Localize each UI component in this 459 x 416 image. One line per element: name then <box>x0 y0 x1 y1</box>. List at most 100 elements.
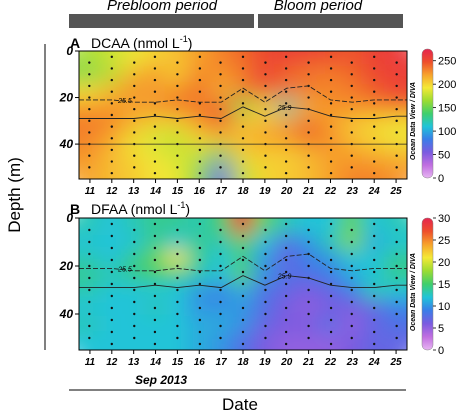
sample-point <box>133 288 136 292</box>
heatmap-cell <box>340 51 365 68</box>
heatmap-cell <box>318 332 343 350</box>
heatmap-cell <box>384 283 407 302</box>
x-tick-label: 25 <box>390 357 403 368</box>
sample-point <box>329 222 333 226</box>
heatmap-cell <box>165 283 190 302</box>
heatmap-cell <box>209 162 234 179</box>
heatmap-cell <box>209 250 234 269</box>
sample-point <box>219 300 222 304</box>
sample-point <box>176 119 179 123</box>
x-tick-label: 20 <box>280 357 293 368</box>
sample-point <box>284 318 288 322</box>
sample-point <box>350 166 353 169</box>
sample-point <box>264 131 267 134</box>
heatmap-cell <box>340 114 365 132</box>
sample-point <box>219 131 222 134</box>
x-tick-label: 14 <box>150 186 162 197</box>
heatmap-cell <box>79 82 102 100</box>
heatmap-cell <box>362 266 387 285</box>
sample-point <box>219 154 222 157</box>
sample-point <box>350 324 353 328</box>
sample-point <box>329 55 333 59</box>
x-tick-label: 17 <box>216 186 228 197</box>
sample-point <box>241 282 245 286</box>
sample-point <box>88 131 91 134</box>
sample-point <box>133 73 136 76</box>
sample-point <box>284 90 288 93</box>
x-tick-label: 23 <box>346 357 359 368</box>
sample-point <box>153 137 157 140</box>
sample-point <box>284 55 288 59</box>
sample-point <box>198 342 202 346</box>
heatmap-cell <box>362 98 387 116</box>
colorbar-tick-label: 0 <box>438 345 444 357</box>
heatmap-cell <box>121 162 146 179</box>
sample-point <box>110 78 114 82</box>
heatmap-cell <box>296 283 321 302</box>
heatmap-cell <box>274 51 299 68</box>
sample-point <box>88 324 91 328</box>
heatmap-cell <box>99 146 124 164</box>
x-tick-label: 22 <box>324 186 337 197</box>
heatmap-cell <box>362 332 387 350</box>
x-tick-label: 19 <box>259 186 271 197</box>
sample-point <box>350 61 353 64</box>
heatmap-cell <box>165 162 190 179</box>
heatmap-cell <box>231 146 255 164</box>
heatmap-cell <box>318 266 343 285</box>
sample-point <box>110 125 114 128</box>
sample-point <box>329 78 333 82</box>
heatmap-cell <box>231 283 255 302</box>
sample-point <box>350 96 353 99</box>
heatmap-cell <box>340 266 365 285</box>
sample-point <box>284 113 288 117</box>
sample-point <box>88 107 91 111</box>
sample-point <box>219 240 222 244</box>
heatmap-cell <box>384 233 407 252</box>
sample-point <box>329 148 333 152</box>
sample-point <box>264 107 267 111</box>
sample-point <box>241 148 245 152</box>
heatmap-cell <box>99 114 124 132</box>
sample-point <box>373 282 376 286</box>
sample-point <box>198 171 202 175</box>
sample-point <box>176 107 179 111</box>
heatmap-cell <box>231 66 255 84</box>
sample-point <box>350 84 353 88</box>
y-ticks-a: 0 20 40 <box>59 44 79 151</box>
sample-point <box>198 330 202 334</box>
sample-point <box>198 137 202 140</box>
x-tick-label: 23 <box>346 186 359 197</box>
sample-point <box>176 264 179 268</box>
sample-point <box>153 246 157 250</box>
sample-point <box>307 228 310 232</box>
sample-point <box>110 330 114 334</box>
sample-point <box>133 228 136 232</box>
sample-point <box>395 73 398 76</box>
heatmap-cell <box>79 250 102 269</box>
sample-point <box>176 312 179 316</box>
sample-point <box>329 102 333 105</box>
sample-point <box>284 102 288 105</box>
colorbar-tick-label: 20 <box>438 257 450 269</box>
heatmap-cell <box>143 218 168 236</box>
sample-point <box>241 171 245 175</box>
sample-point <box>395 119 398 123</box>
x-tick-label: 11 <box>85 357 96 368</box>
sample-point <box>395 131 398 134</box>
x-tick-label: 20 <box>280 186 293 197</box>
heatmap-cell <box>187 283 212 302</box>
heatmap-cell <box>231 114 255 132</box>
sample-point <box>88 96 91 99</box>
heatmap-cell <box>99 233 124 252</box>
heatmap-cell <box>99 66 124 84</box>
sample-point <box>110 113 114 117</box>
heatmap-cell <box>296 299 321 318</box>
sample-point <box>153 258 157 262</box>
heatmap-cell <box>143 146 168 164</box>
colorbar-tick-label: 150 <box>438 103 456 115</box>
colorbar-a <box>421 48 434 179</box>
sample-point <box>198 306 202 310</box>
heatmap-cell <box>121 218 146 236</box>
heatmap-cell <box>384 98 407 116</box>
